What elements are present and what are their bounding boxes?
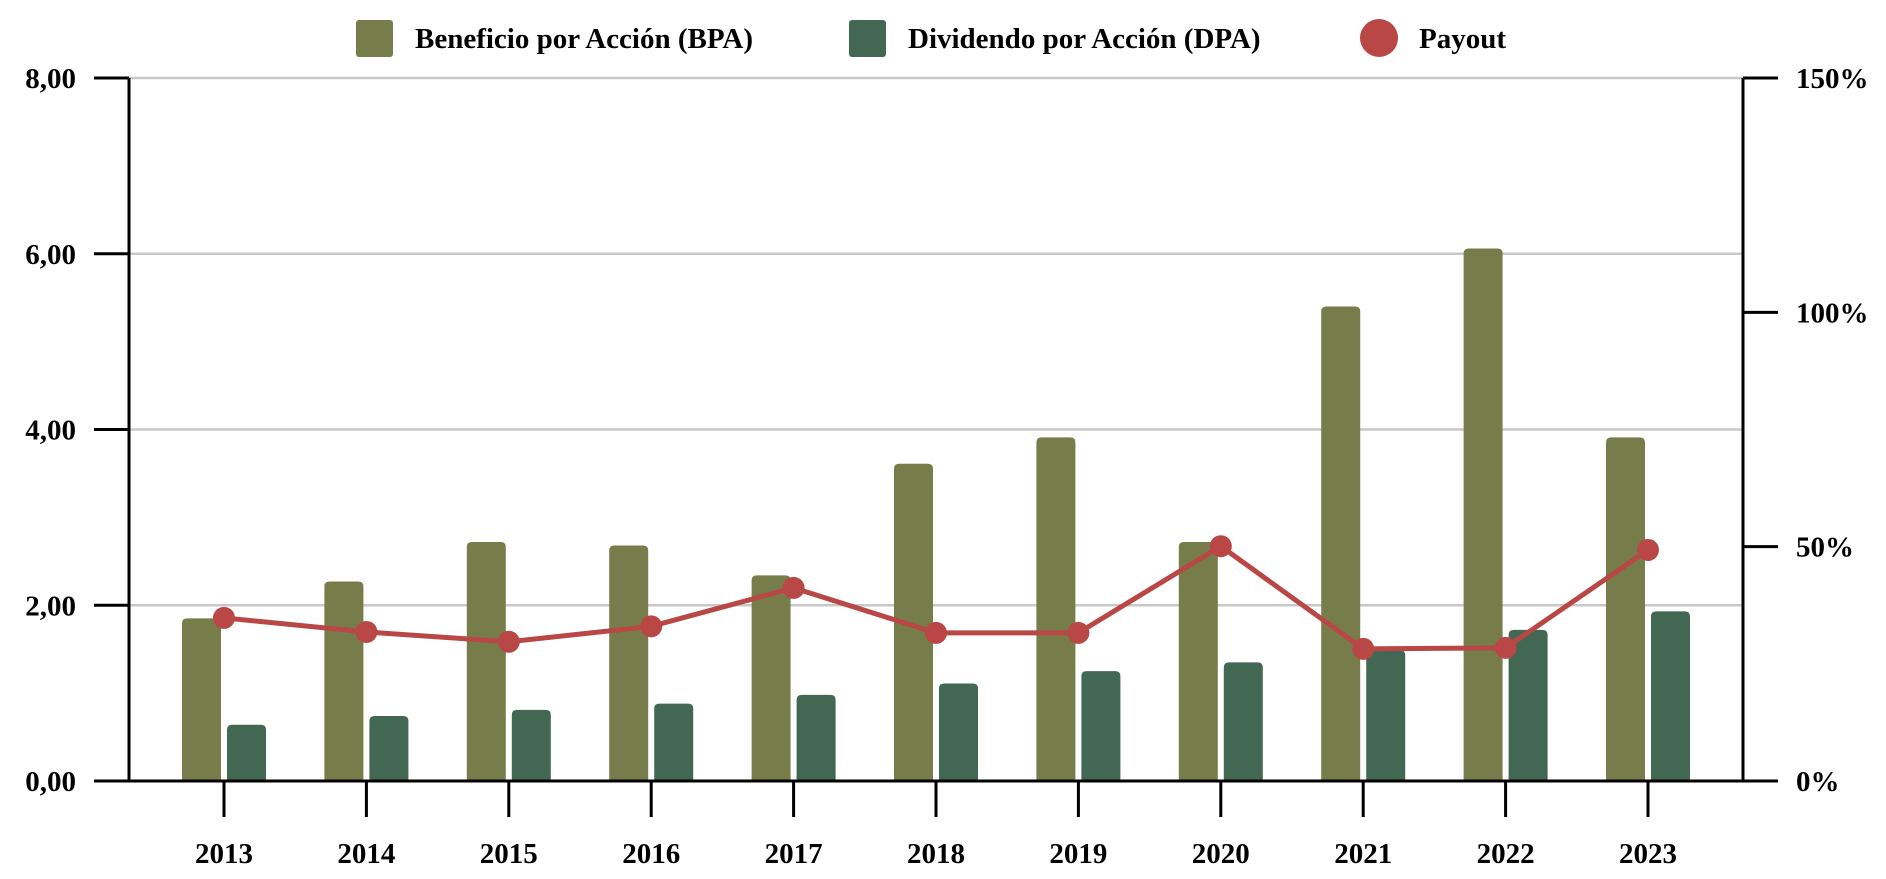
x-tick-label: 2020 (1192, 838, 1250, 870)
bar-dpa (1223, 662, 1263, 781)
bar-dpa (511, 709, 551, 781)
axes: 0,00 2,00 4,00 6,00 8,00 0% 50% 100% 150% 2013 201… (25, 63, 1868, 870)
payout-point (640, 615, 663, 638)
right-tick-label: 0% (1796, 766, 1840, 798)
bar-bpa (466, 541, 506, 781)
payout-point (1637, 538, 1659, 561)
x-tick-label: 2023 (1619, 838, 1677, 870)
legend-marker-dpa (849, 20, 886, 57)
payout-point (925, 621, 947, 644)
legend-marker-payout (1360, 19, 1398, 57)
bar-bpa (324, 581, 364, 781)
bar-bpa (609, 545, 649, 781)
bars (182, 248, 1690, 782)
legend: Beneficio por Acción (BPA) Dividendo por … (356, 19, 1506, 57)
bar-dpa (227, 724, 266, 781)
left-tick-label: 6,00 (25, 239, 76, 271)
payout-line (213, 535, 1659, 660)
bar-dpa (1081, 671, 1121, 781)
payout-point (497, 630, 520, 653)
bar-bpa (182, 618, 221, 781)
x-tick-label: 2017 (765, 838, 823, 870)
x-tick-label: 2019 (1049, 838, 1107, 870)
legend-marker-bpa (356, 20, 393, 57)
payout-point (1494, 636, 1517, 659)
right-tick-label: 150% (1796, 63, 1869, 95)
x-tick-label: 2016 (622, 838, 680, 870)
x-tick-label: 2022 (1477, 838, 1535, 870)
payout-point (782, 576, 805, 599)
left-tick-label: 2,00 (25, 590, 76, 622)
x-tick-label: 2021 (1334, 838, 1392, 870)
x-tick-label: 2018 (907, 838, 965, 870)
x-tick-label: 2015 (480, 838, 538, 870)
bar-bpa (1036, 437, 1076, 781)
bar-dpa (796, 694, 836, 781)
payout-point (1067, 621, 1090, 644)
x-tick-label: 2013 (195, 838, 253, 870)
payout-point (355, 620, 378, 643)
legend-label: Beneficio por Acción (BPA) (415, 23, 753, 55)
payout-point (213, 606, 235, 629)
bar-bpa (1463, 248, 1503, 782)
bar-bpa (894, 463, 933, 781)
bar-bpa (751, 575, 791, 781)
x-tick-label: 2014 (337, 838, 395, 870)
bar-dpa (369, 715, 409, 781)
payout-point (1209, 535, 1232, 558)
legend-label: Dividendo por Acción (DPA) (908, 23, 1261, 55)
bar-bpa (1178, 541, 1218, 781)
bar-dpa (1508, 629, 1548, 781)
left-tick-label: 8,00 (25, 63, 76, 95)
right-tick-label: 100% (1796, 297, 1869, 329)
bar-dpa (1651, 611, 1690, 781)
bar-bpa (1321, 306, 1361, 781)
left-tick-label: 0,00 (25, 766, 76, 798)
left-tick-label: 4,00 (25, 415, 76, 447)
bar-bpa (1606, 437, 1645, 781)
payout-point (1352, 637, 1375, 660)
bar-dpa (1366, 650, 1406, 781)
bar-dpa (939, 683, 978, 781)
bar-dpa (654, 703, 694, 781)
right-tick-label: 50% (1796, 532, 1854, 564)
legend-label: Payout (1419, 23, 1506, 55)
